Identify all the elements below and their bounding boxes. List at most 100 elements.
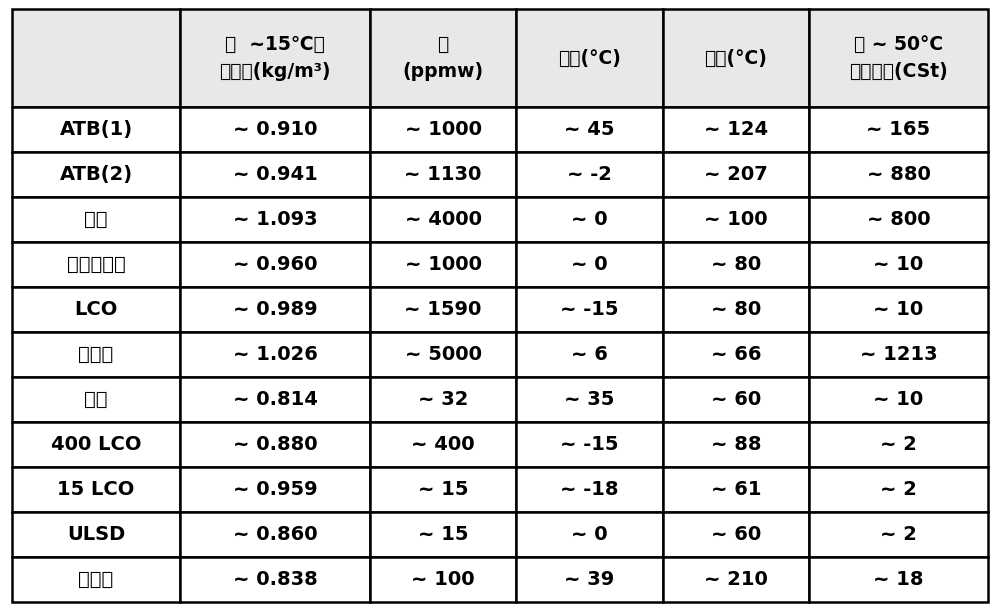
Bar: [370, 422, 516, 467]
Text: ~ 800: ~ 800: [867, 210, 930, 229]
Bar: [180, 377, 370, 422]
Text: ~ 124: ~ 124: [704, 120, 768, 139]
Bar: [663, 512, 809, 557]
Text: 在 ~ 50°C
下的粘度(CSt): 在 ~ 50°C 下的粘度(CSt): [849, 35, 948, 81]
Text: ~ -2: ~ -2: [567, 165, 612, 184]
Text: ~ 39: ~ 39: [564, 570, 615, 589]
Text: ~ 210: ~ 210: [704, 570, 768, 589]
Text: ~ 80: ~ 80: [711, 255, 761, 274]
Bar: [180, 422, 370, 467]
Bar: [516, 242, 663, 287]
Text: ~ 60: ~ 60: [711, 525, 761, 544]
Bar: [663, 107, 809, 152]
Text: ~ -15: ~ -15: [560, 435, 619, 454]
Bar: [809, 9, 988, 107]
Bar: [180, 287, 370, 332]
Text: ~ 15: ~ 15: [418, 525, 468, 544]
Text: ~ 6: ~ 6: [571, 345, 608, 364]
Bar: [180, 9, 370, 107]
Text: ~ 0.959: ~ 0.959: [233, 480, 317, 499]
Bar: [370, 557, 516, 602]
Bar: [370, 242, 516, 287]
Text: ~ 1000: ~ 1000: [405, 120, 482, 139]
Text: ~ 0: ~ 0: [571, 255, 608, 274]
Text: ~ 165: ~ 165: [866, 120, 931, 139]
Bar: [12, 332, 180, 377]
Bar: [12, 467, 180, 512]
Text: ~ 207: ~ 207: [704, 165, 768, 184]
Bar: [12, 557, 180, 602]
Bar: [12, 512, 180, 557]
Bar: [516, 557, 663, 602]
Text: 硫
(ppmw): 硫 (ppmw): [403, 35, 484, 81]
Bar: [12, 422, 180, 467]
Text: ATB(1): ATB(1): [59, 120, 133, 139]
Bar: [370, 467, 516, 512]
Text: 闪点(°C): 闪点(°C): [704, 48, 767, 68]
Text: ~ 1130: ~ 1130: [404, 165, 482, 184]
Bar: [180, 152, 370, 197]
Text: ~ 10: ~ 10: [873, 255, 924, 274]
Bar: [663, 287, 809, 332]
Text: ATB(2): ATB(2): [59, 165, 133, 184]
Bar: [516, 107, 663, 152]
Bar: [12, 242, 180, 287]
Bar: [809, 152, 988, 197]
Bar: [809, 467, 988, 512]
Text: ~ 400: ~ 400: [411, 435, 475, 454]
Bar: [809, 332, 988, 377]
Text: ~ 880: ~ 880: [867, 165, 930, 184]
Text: ~ 60: ~ 60: [711, 390, 761, 409]
Text: ~ 0.814: ~ 0.814: [233, 390, 317, 409]
Bar: [516, 512, 663, 557]
Bar: [180, 107, 370, 152]
Bar: [663, 377, 809, 422]
Bar: [809, 242, 988, 287]
Text: ~ 1.026: ~ 1.026: [233, 345, 317, 364]
Text: 热焦油: 热焦油: [78, 345, 114, 364]
Bar: [809, 107, 988, 152]
Bar: [370, 512, 516, 557]
Bar: [663, 242, 809, 287]
Bar: [516, 422, 663, 467]
Text: ~ 1000: ~ 1000: [405, 255, 482, 274]
Bar: [370, 332, 516, 377]
Bar: [663, 152, 809, 197]
Bar: [180, 332, 370, 377]
Text: ~ 2: ~ 2: [880, 525, 917, 544]
Text: ~ -18: ~ -18: [560, 480, 619, 499]
Bar: [12, 152, 180, 197]
Text: LCO: LCO: [74, 300, 118, 319]
Text: ~ 66: ~ 66: [711, 345, 761, 364]
Text: ~ 15: ~ 15: [418, 480, 468, 499]
Text: ~ 88: ~ 88: [711, 435, 761, 454]
Text: ~ 4000: ~ 4000: [405, 210, 482, 229]
Bar: [516, 197, 663, 242]
Text: ~ 1213: ~ 1213: [860, 345, 937, 364]
Bar: [516, 332, 663, 377]
Bar: [516, 287, 663, 332]
Bar: [809, 197, 988, 242]
Text: ~ 0.910: ~ 0.910: [233, 120, 317, 139]
Text: ~ 10: ~ 10: [873, 300, 924, 319]
Text: ~ 35: ~ 35: [564, 390, 615, 409]
Text: 热解瓦斯油: 热解瓦斯油: [67, 255, 125, 274]
Bar: [180, 467, 370, 512]
Text: ~ -15: ~ -15: [560, 300, 619, 319]
Bar: [516, 9, 663, 107]
Bar: [809, 287, 988, 332]
Bar: [180, 242, 370, 287]
Text: ~ 0.989: ~ 0.989: [233, 300, 317, 319]
Text: ~ 100: ~ 100: [411, 570, 475, 589]
Bar: [516, 467, 663, 512]
Bar: [370, 9, 516, 107]
Bar: [663, 467, 809, 512]
Text: ~ 0: ~ 0: [571, 525, 608, 544]
Bar: [663, 332, 809, 377]
Bar: [809, 557, 988, 602]
Bar: [663, 557, 809, 602]
Text: ULSD: ULSD: [67, 525, 125, 544]
Text: ~ 45: ~ 45: [564, 120, 615, 139]
Text: ~ 0.838: ~ 0.838: [233, 570, 317, 589]
Text: ~ 2: ~ 2: [880, 435, 917, 454]
